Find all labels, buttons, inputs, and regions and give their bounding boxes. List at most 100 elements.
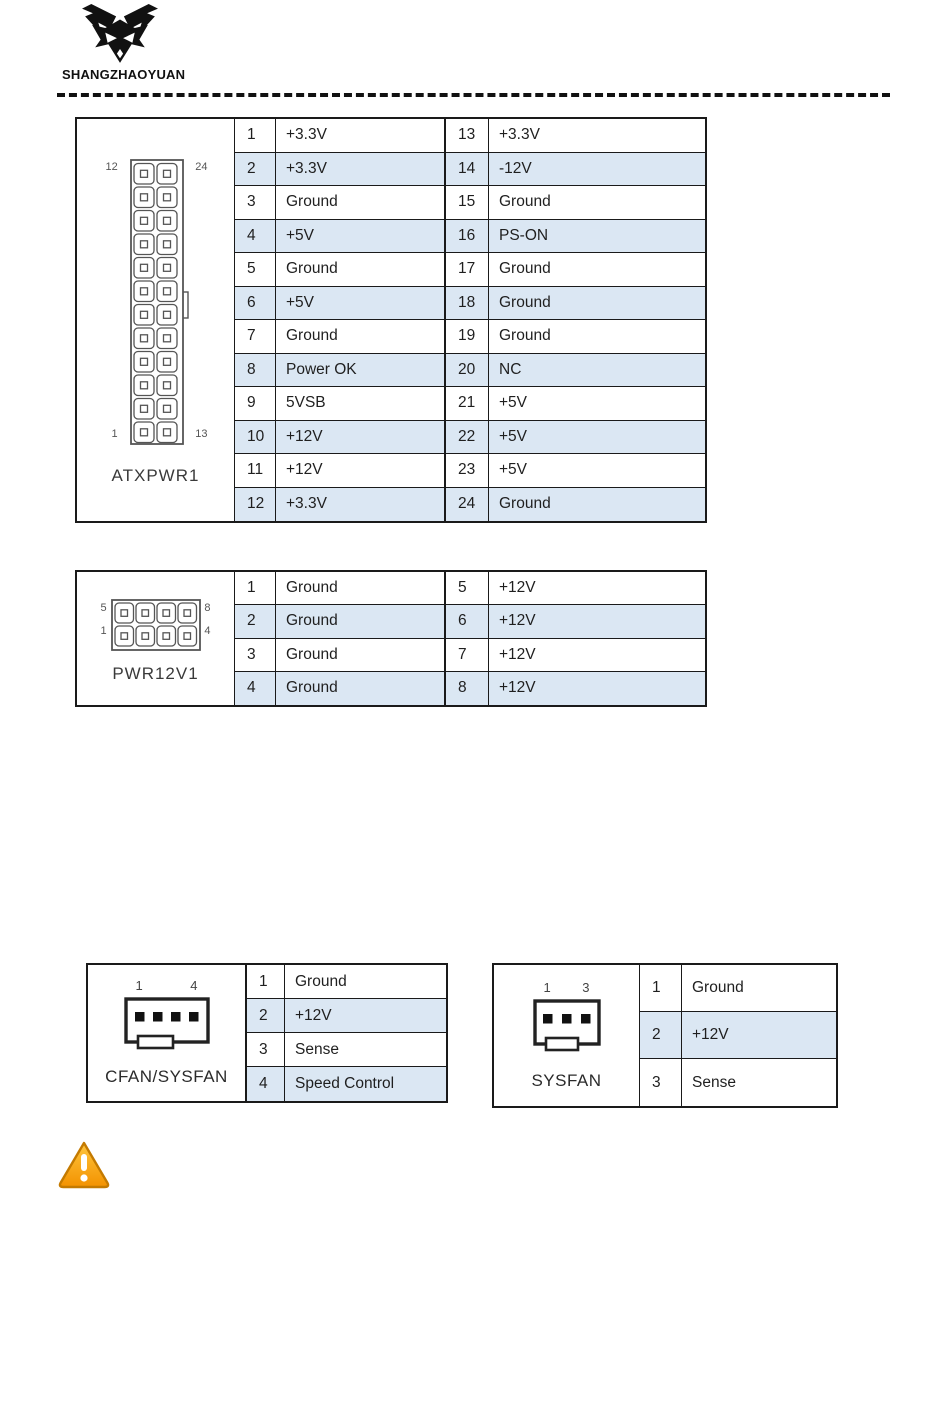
pin-number-cell: 13 — [446, 119, 489, 153]
pin-number-cell: 7 — [235, 320, 276, 354]
pin-signal-cell: +12V — [489, 605, 705, 639]
pin-signal-cell: +12V — [682, 1012, 836, 1059]
warning-triangle-icon — [57, 1140, 111, 1195]
pin-number-cell: 17 — [446, 253, 489, 287]
pwr12v-connector-icon — [110, 598, 201, 651]
pin-number-cell: 3 — [235, 638, 276, 672]
pin-number-cell: 3 — [640, 1059, 682, 1106]
pin-signal-cell: Power OK — [276, 353, 446, 387]
pin-signal-cell: +3.3V — [276, 119, 446, 153]
pin-signal-cell: Ground — [276, 638, 446, 672]
pwr12v1-connector-cell: 5 8 1 4 PWR12V1 — [77, 572, 235, 705]
pin-signal-cell: Ground — [489, 286, 705, 320]
pin-label: 4 — [204, 624, 211, 637]
pin-number-cell: 14 — [446, 152, 489, 186]
connector-name: CFAN/SYSFAN — [105, 1067, 228, 1086]
beast-head-logo-icon — [81, 4, 158, 63]
pin-signal-cell: +12V — [276, 454, 446, 488]
fan-3pin-connector-diagram: 1 3 — [531, 981, 603, 1057]
pin-number-cell: 3 — [247, 1033, 285, 1067]
pin-signal-cell: Sense — [692, 1073, 736, 1091]
pin-number-cell: 23 — [446, 454, 489, 488]
pin-label: 5 — [100, 601, 107, 614]
pin-signal-cell: +5V — [276, 219, 446, 253]
cfan-connector-cell: 1 4 CFAN/SYSFAN — [88, 965, 247, 1101]
pin-number-cell: 8 — [235, 353, 276, 387]
fan-4pin-connector-diagram: 1 4 — [122, 979, 212, 1055]
pin-number-cell: 9 — [235, 387, 276, 421]
pin-label: 13 — [195, 428, 208, 440]
pin-number-cell: 20 — [446, 353, 489, 387]
connector-name: SYSFAN — [531, 1070, 602, 1090]
pwr12v-8pin-connector-diagram: 5 8 1 4 — [101, 594, 211, 656]
pin-signal-cell: Ground — [276, 186, 446, 220]
pin-signal-cell: Ground — [276, 253, 446, 287]
pin-label: 4 — [190, 978, 198, 993]
pin-signal-cell: Sense — [285, 1033, 446, 1067]
pin-number-cell: 1 — [640, 965, 682, 1012]
pin-label: 3 — [582, 979, 590, 995]
pin-number-cell: 1 — [235, 119, 276, 153]
pin-signal-cell: +3.3V — [489, 119, 705, 153]
pin-signal-cell: 5VSB — [276, 387, 446, 421]
pin-number-cell: 5 — [235, 253, 276, 287]
pin-number-cell: 24 — [446, 487, 489, 521]
cfan-pin-grid: 1 Ground 2 +12V 3 Sense 4 Speed Control — [247, 965, 446, 1101]
pin-signal-cell: Ground — [489, 186, 705, 220]
cfan-sysfan-pinout-table: 1 4 CFAN/SYSFAN 1 Ground 2 +12V 3 Sense … — [86, 963, 448, 1103]
pin-number-cell: 2 — [235, 152, 276, 186]
pin-number-cell: 2 — [640, 1012, 682, 1059]
pin-signal-cell: Ground — [276, 320, 446, 354]
pin-signal-cell: +5V — [276, 286, 446, 320]
pin-signal-cell: Ground — [489, 253, 705, 287]
pin-number-cell: 7 — [446, 638, 489, 672]
atxpwr1-pin-grid: 1 +3.3V 13 +3.3V 2 +3.3V 14 -12V 3 Groun… — [235, 119, 705, 521]
pin-number-cell: 19 — [446, 320, 489, 354]
brand-name: SHANGZHAOYUAN — [62, 67, 186, 82]
fan-connector-icon — [123, 997, 210, 1050]
atxpwr1-pinout-table: 12 24 1 13 — [75, 117, 707, 523]
pin-number-cell: 5 — [446, 572, 489, 606]
pin-number-cell: 4 — [247, 1067, 285, 1101]
sysfan-pinout-table: 1 3 SYSFAN 1 Ground 2 +12V 3 Sense — [492, 963, 838, 1108]
pin-signal-cell: +5V — [489, 387, 705, 421]
pin-number-cell: 12 — [235, 487, 276, 521]
pin-number-cell: 22 — [446, 420, 489, 454]
pin-signal-cell: Ground — [285, 965, 446, 999]
pin-label: 12 — [105, 161, 118, 173]
pin-signal-cell: Ground — [682, 965, 836, 1012]
fan-connector-icon — [532, 998, 601, 1051]
pin-label: 1 — [111, 428, 118, 440]
pin-number-cell: 8 — [446, 671, 489, 705]
pin-signal-cell: +3.3V — [276, 152, 446, 186]
pin-number-cell: 1 — [247, 965, 285, 999]
pin-signal-cell: Speed Control — [285, 1067, 446, 1101]
pin-signal-cell: Ground — [489, 487, 705, 521]
pin-label: 1 — [135, 978, 143, 993]
pin-number-cell: 1 — [235, 572, 276, 606]
pin-label: 8 — [204, 601, 211, 614]
atxpwr1-connector-cell: 12 24 1 13 — [77, 119, 235, 521]
pin-number-cell: 2 — [235, 605, 276, 639]
pin-signal-cell: +5V — [489, 420, 705, 454]
brand-logo: SHANGZHAOYUAN — [62, 4, 186, 82]
pin-number-cell: 4 — [235, 671, 276, 705]
pin-number-cell: 15 — [446, 186, 489, 220]
pin-signal-cell: +12V — [276, 420, 446, 454]
pin-signal-cell: +12V — [489, 639, 705, 672]
pin-number-cell: 10 — [235, 420, 276, 454]
pin-label: 1 — [100, 624, 107, 637]
pin-signal-cell: Ground — [276, 671, 446, 705]
pwr12v1-pin-grid: 1 Ground 5 +12V 2 Ground 6 +12V 3 Ground… — [235, 572, 705, 705]
sysfan-connector-cell: 1 3 SYSFAN — [494, 965, 640, 1106]
pin-signal-cell: Ground — [276, 572, 446, 606]
pin-number-cell: 4 — [235, 219, 276, 253]
pin-signal-cell: Ground — [489, 320, 705, 354]
pin-number-cell: 6 — [235, 286, 276, 320]
pin-signal-cell: -12V — [489, 152, 705, 186]
connector-name: ATXPWR1 — [111, 466, 200, 485]
connector-name: PWR12V1 — [112, 663, 199, 683]
atx-connector-icon — [129, 159, 189, 445]
pwr12v1-pinout-table: 5 8 1 4 PWR12V1 1 Ground 5 +12V 2 Gr — [75, 570, 707, 707]
atx-24pin-connector-diagram: 12 24 1 13 — [104, 154, 208, 450]
